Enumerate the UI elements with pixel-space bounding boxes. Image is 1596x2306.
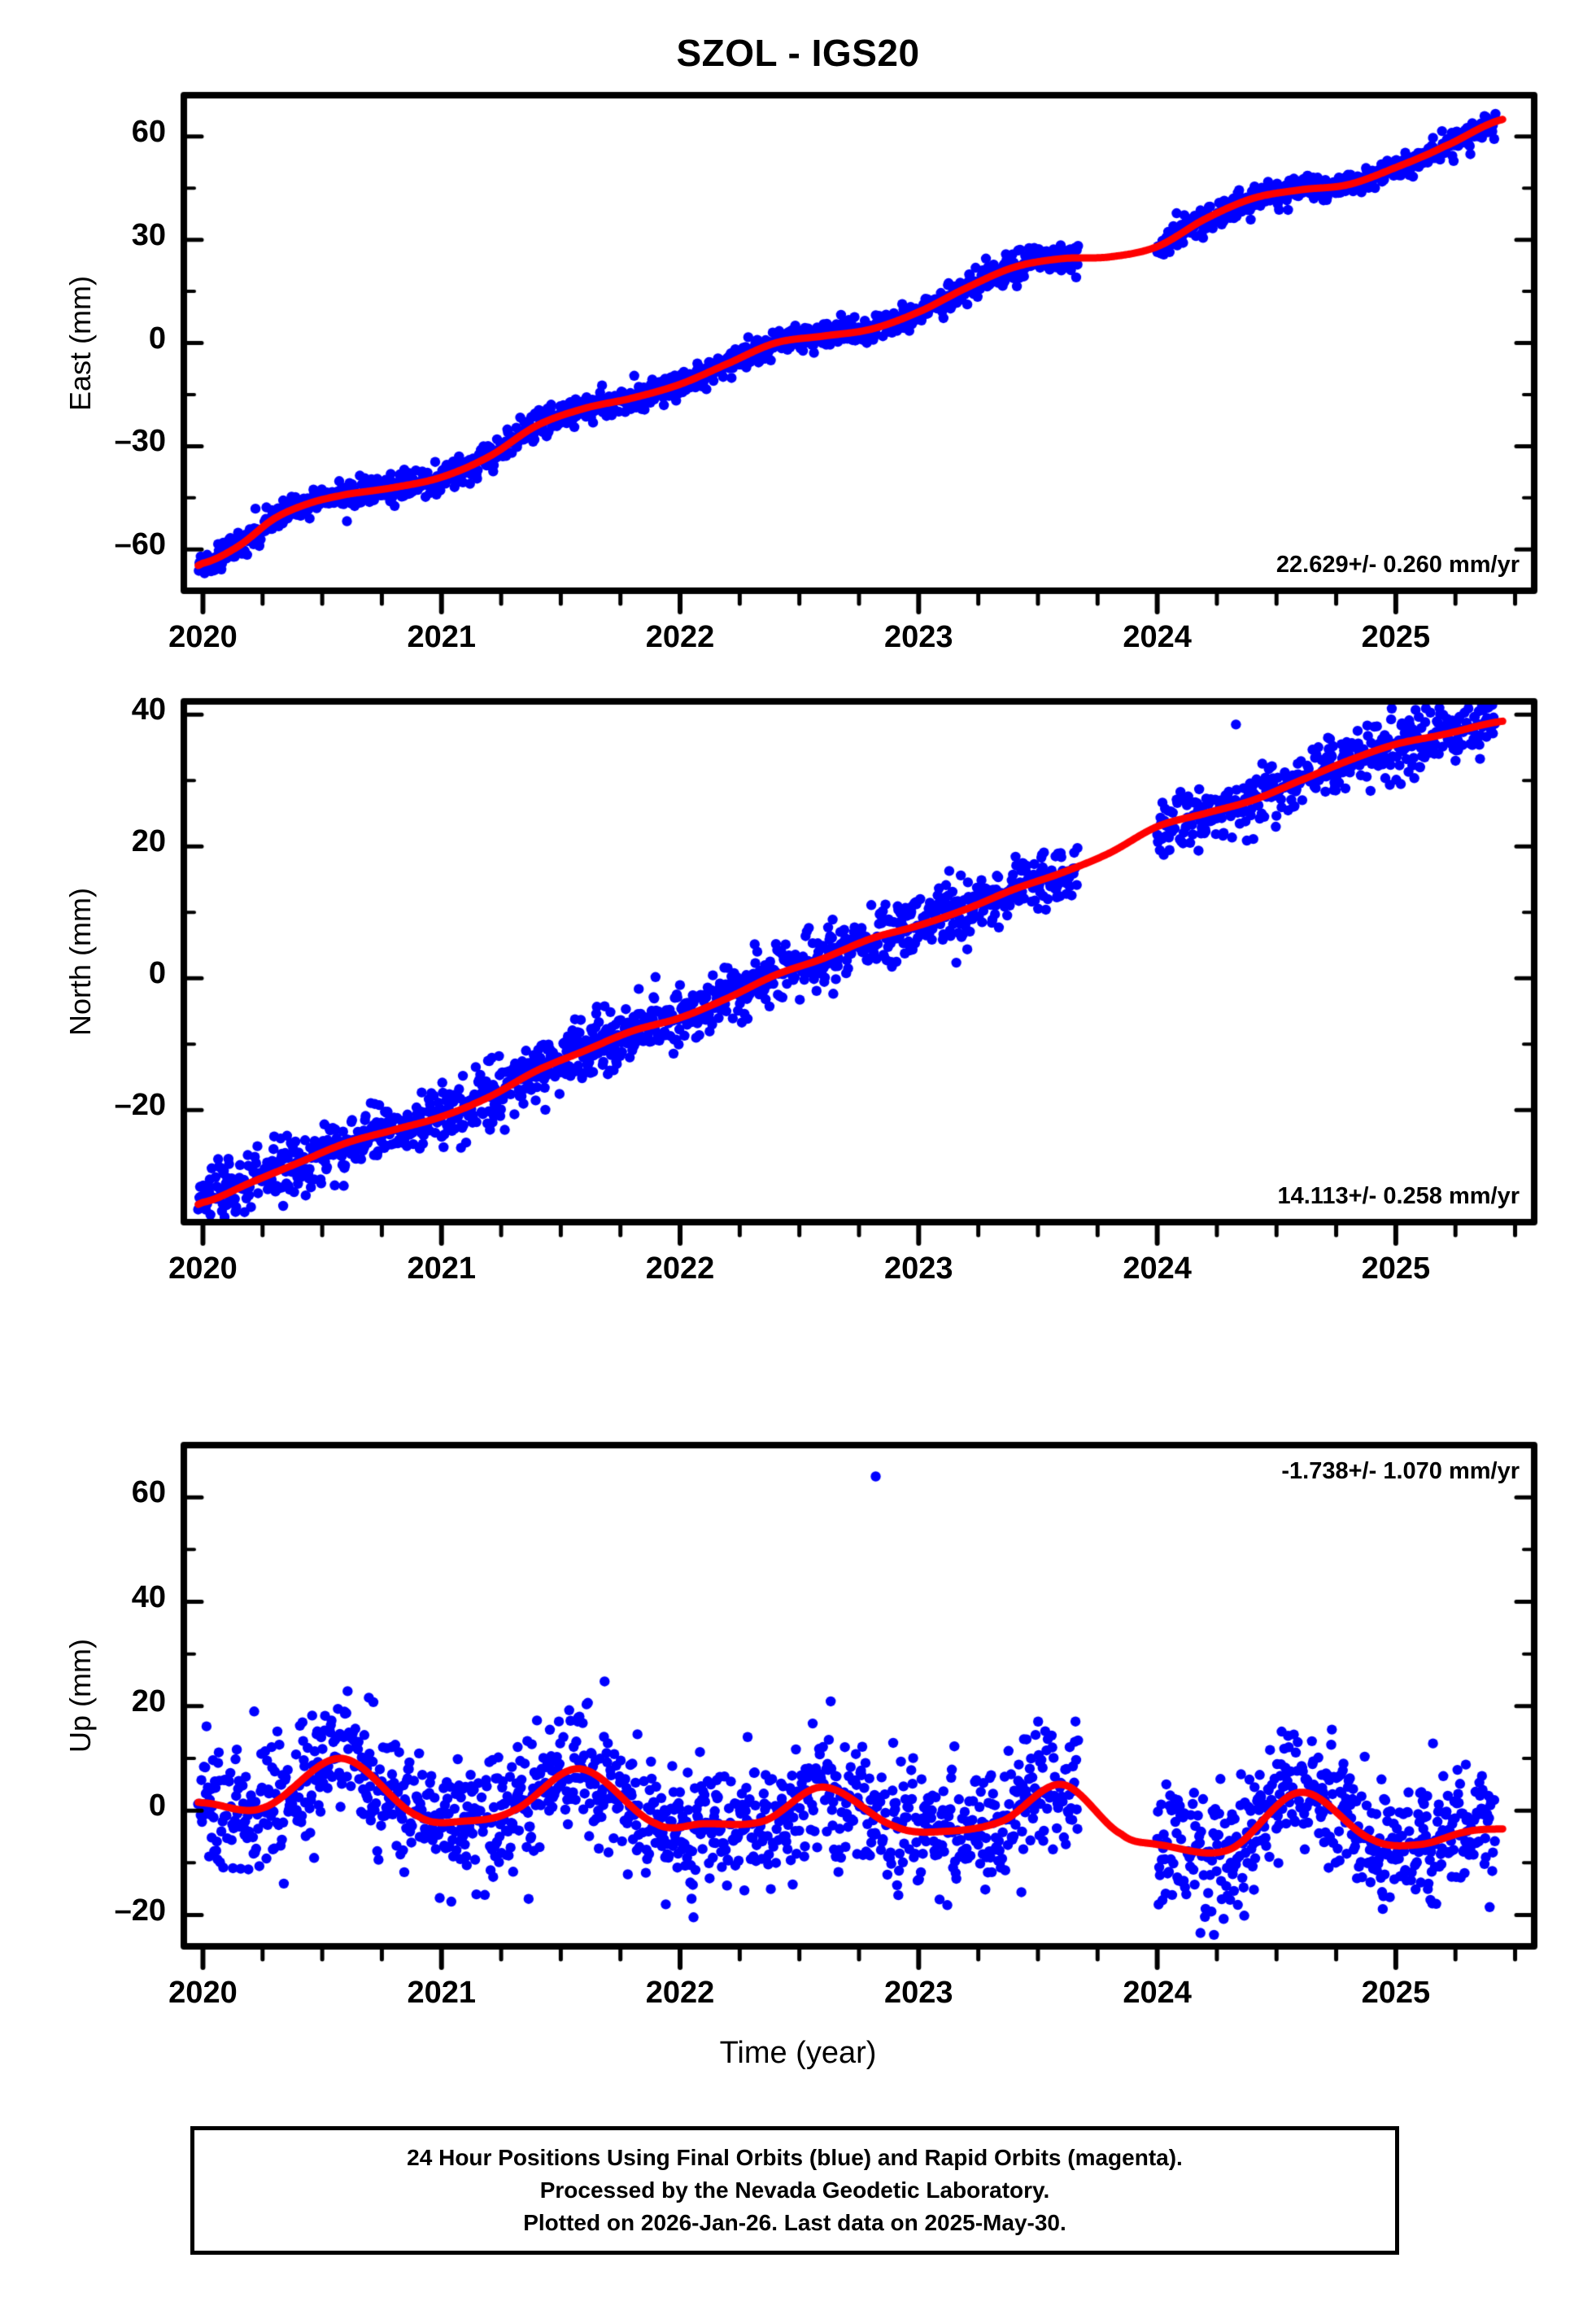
x-tick-label: 2024 — [1123, 620, 1192, 654]
y-tick-label: –60 — [114, 527, 166, 562]
y-tick-label: 30 — [131, 217, 166, 252]
x-tick-label: 2021 — [407, 1976, 476, 2010]
rate-annotation-north: 14.113+/- 0.258 mm/yr — [1277, 1183, 1520, 1209]
page-title: SZOL - IGS20 — [676, 32, 920, 74]
caption-box: 24 Hour Positions Using Final Orbits (bl… — [190, 2126, 1399, 2255]
y-tick-label: 20 — [131, 824, 166, 859]
y-tick-label: 20 — [131, 1684, 166, 1719]
y-axis-label-north: North (mm) — [63, 888, 97, 1036]
x-tick-label: 2025 — [1361, 1251, 1431, 1286]
y-tick-label: 0 — [148, 321, 166, 356]
caption-line-2: Processed by the Nevada Geodetic Laborat… — [539, 2177, 1050, 2203]
y-tick-label: 60 — [131, 1475, 166, 1510]
x-tick-label: 2020 — [168, 1251, 238, 1286]
x-tick-label: 2025 — [1361, 1976, 1431, 2010]
x-tick-label: 2023 — [884, 1976, 953, 2010]
x-tick-label: 2021 — [407, 1251, 476, 1286]
x-tick-label: 2023 — [884, 620, 953, 654]
y-tick-label: –20 — [114, 1088, 166, 1123]
x-tick-label: 2024 — [1123, 1251, 1192, 1286]
y-tick-label: 60 — [131, 114, 166, 149]
x-tick-label: 2023 — [884, 1251, 953, 1286]
y-axis-label-up: Up (mm) — [63, 1639, 97, 1753]
x-tick-label: 2020 — [168, 620, 238, 654]
y-tick-label: –20 — [114, 1893, 166, 1928]
y-axis-label-east: East (mm) — [63, 275, 97, 411]
caption-line-1: 24 Hour Positions Using Final Orbits (bl… — [407, 2145, 1183, 2171]
x-tick-label: 2022 — [645, 1976, 715, 2010]
x-tick-label: 2020 — [168, 1976, 238, 2010]
y-tick-label: 0 — [148, 956, 166, 991]
x-tick-label: 2022 — [645, 1251, 715, 1286]
y-tick-label: 40 — [131, 1579, 166, 1614]
y-tick-label: 0 — [148, 1788, 166, 1823]
y-tick-label: 40 — [131, 692, 166, 727]
x-tick-label: 2025 — [1361, 620, 1431, 654]
rate-annotation-up: -1.738+/- 1.070 mm/yr — [1281, 1458, 1520, 1484]
x-axis-label: Time (year) — [719, 2036, 877, 2070]
caption-line-3: Plotted on 2026-Jan-26. Last data on 202… — [523, 2209, 1066, 2235]
x-tick-label: 2024 — [1123, 1976, 1192, 2010]
x-tick-label: 2021 — [407, 620, 476, 654]
rate-annotation-east: 22.629+/- 0.260 mm/yr — [1275, 552, 1520, 578]
y-tick-label: –30 — [114, 424, 166, 459]
x-tick-label: 2022 — [645, 620, 715, 654]
